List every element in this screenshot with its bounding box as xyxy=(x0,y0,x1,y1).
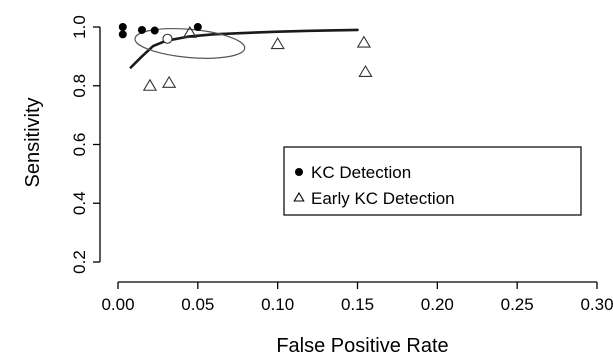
x-tick-label: 0.30 xyxy=(580,295,613,314)
sroc-curve xyxy=(129,28,359,69)
y-axis-title: Sensitivity xyxy=(22,97,44,187)
y-tick-label: 0.2 xyxy=(70,250,89,274)
y-tick-label: 0.4 xyxy=(70,191,89,215)
kc-detection-point xyxy=(118,30,127,39)
x-tick-label: 0.15 xyxy=(341,295,374,314)
x-tick-label: 0.05 xyxy=(181,295,214,314)
x-tick-label: 0.10 xyxy=(261,295,294,314)
x-tick-label: 0.25 xyxy=(501,295,534,314)
y-tick-label: 0.6 xyxy=(70,133,89,157)
x-axis-title: False Positive Rate xyxy=(276,335,448,357)
kc-detection-point xyxy=(193,23,202,31)
legend-label-kc-detection: KC Detection xyxy=(311,163,411,182)
early-kc-detection-point xyxy=(358,64,373,77)
y-tick-label: 1.0 xyxy=(70,15,89,39)
legend-marker-early-kc-detection xyxy=(293,191,305,202)
kc-detection-point xyxy=(150,26,159,35)
points-layer xyxy=(118,23,373,91)
y-tick-label: 0.8 xyxy=(70,74,89,98)
summary-point xyxy=(162,33,173,44)
legend: KC Detection Early KC Detection xyxy=(283,146,582,216)
curve-layer xyxy=(129,28,359,69)
early-kc-detection-point xyxy=(142,78,158,91)
legend-marker-kc-detection xyxy=(295,168,303,176)
confidence-ellipse xyxy=(134,28,246,59)
early-kc-detection-point xyxy=(161,75,177,88)
early-kc-detection-point xyxy=(356,35,372,48)
x-tick-label: 0.20 xyxy=(421,295,454,314)
kc-detection-point xyxy=(137,25,146,34)
early-kc-detection-point xyxy=(182,25,197,38)
axes: 0.00 0.05 0.10 0.15 0.20 0.25 0.30 0.2 0.4 0.6 0.8… xyxy=(70,15,613,314)
legend-box xyxy=(283,146,582,216)
x-tick-label: 0.00 xyxy=(101,295,134,314)
legend-label-early-kc-detection: Early KC Detection xyxy=(311,189,455,208)
kc-detection-point xyxy=(118,23,127,31)
early-kc-detection-point xyxy=(270,37,285,50)
